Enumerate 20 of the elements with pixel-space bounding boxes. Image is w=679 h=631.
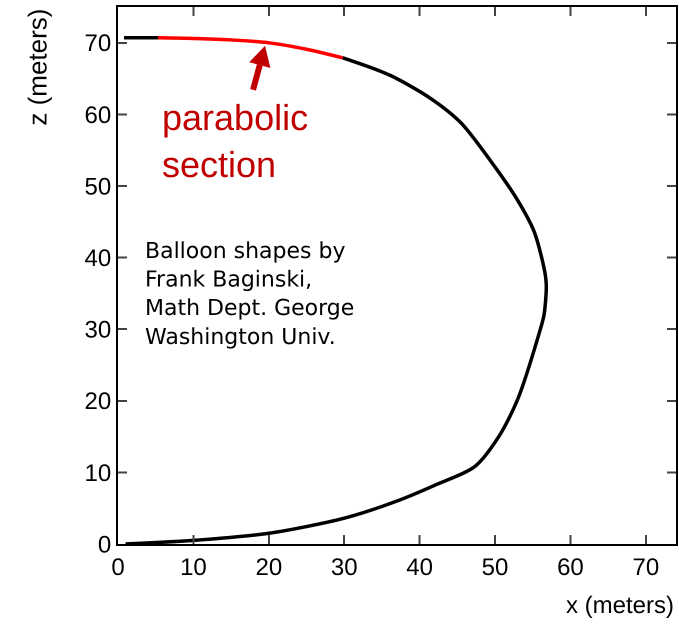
x-tick-label: 30 xyxy=(330,554,358,581)
line-series xyxy=(156,36,344,60)
y-axis-title: z (meters) xyxy=(22,8,53,126)
annotation: parabolic section xyxy=(162,97,308,185)
y-tick-label: 40 xyxy=(84,245,112,272)
y-tick-label: 0 xyxy=(98,531,112,558)
x-tick-label: 70 xyxy=(632,554,660,581)
y-tick-label: 70 xyxy=(84,30,112,58)
x-tick-label: 40 xyxy=(406,554,433,581)
y-tick-label: 50 xyxy=(84,173,112,200)
x-tick-label: 20 xyxy=(255,554,282,581)
x-tick-label: 10 xyxy=(180,554,207,581)
y-tick-label: 30 xyxy=(84,316,112,344)
y-tick-label: 20 xyxy=(84,388,112,416)
y-tick-label: 10 xyxy=(84,460,112,487)
x-tick-label: 50 xyxy=(482,554,508,581)
annotation: Balloon shapes by Frank Baginski, Math Dept. George Washington Univ. xyxy=(145,239,354,350)
y-tick-label: 60 xyxy=(84,102,112,129)
x-axis-title: x (meters) xyxy=(566,592,674,619)
x-tick-label: 60 xyxy=(557,554,584,581)
